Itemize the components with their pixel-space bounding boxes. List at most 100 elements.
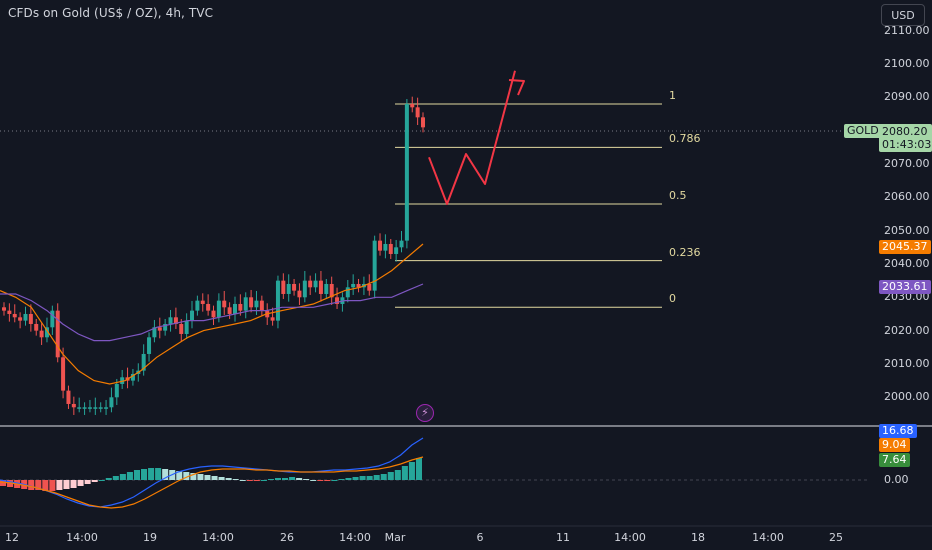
currency-button[interactable]: USD [881,4,925,26]
macd-histogram-bar [232,479,239,480]
macd-line [0,437,424,508]
candle-body [184,320,189,334]
candle-body [243,297,248,311]
histogram-value-tag: 7.64 [879,453,910,467]
macd-histogram-bar [380,474,387,480]
macd-histogram-bar [394,470,401,480]
candle-body [318,280,323,294]
candle-body [44,327,49,338]
time-axis-label: 14:00 [202,531,234,544]
macd-histogram-bar [141,469,148,480]
candle-body [152,327,157,338]
macd-histogram-bar [119,474,126,480]
candle-body [39,330,44,338]
candle-body [286,283,291,294]
candle-body [71,403,76,408]
candle-body [216,300,221,318]
candle-body [222,300,227,308]
macd-histogram-bar [408,462,415,480]
macd-histogram-bar [260,480,267,481]
chart-title: CFDs on Gold (US$ / OZ), 4h, TVC [8,6,214,20]
projection-arrowhead [508,79,525,96]
candle-body [351,283,356,288]
candle-body [28,313,33,324]
candle-body [270,317,275,321]
candle-body [163,323,168,331]
candle-body [249,297,254,308]
ema-fast-tag: 2045.37 [879,240,931,254]
candle-body [77,407,82,409]
time-axis-label: 6 [476,531,484,544]
countdown-value: 01:43:03 [882,138,932,151]
time-axis-label: 12 [5,531,19,544]
macd-histogram-bar [77,480,84,486]
macd-histogram-bar [324,480,331,481]
candle-body [190,310,195,321]
last-price-tag: 2080.20 01:43:03 [879,124,932,152]
candle-body [281,280,286,294]
candle-body [410,103,415,108]
candle-body [254,300,259,308]
time-axis-label: 14:00 [614,531,646,544]
candle-body [297,290,302,298]
price-axis-label: 2050.00 [884,223,930,237]
price-axis-label: 2110.00 [884,23,930,37]
candle-body [206,303,211,311]
fib-level-label: 0 [669,292,676,306]
macd-histogram-bar [28,480,35,490]
ema-slow-tag: 2033.61 [879,280,931,294]
candle-body [200,300,205,304]
macd-zero-label: 0.00 [884,473,909,486]
macd-histogram-bar [359,476,366,480]
price-axis-label: 2060.00 [884,190,930,204]
macd-histogram-bar [63,480,70,489]
macd-histogram-bar [98,480,105,481]
signal-line [0,456,424,509]
last-price-value: 2080.20 [882,125,928,138]
price-axis-label: 2070.00 [884,156,930,170]
projection-path [428,70,516,205]
candle-body [23,313,28,321]
candle-body [61,357,66,391]
time-axis-label: 25 [829,531,843,544]
macd-histogram-bar [267,479,274,480]
candle-body [324,283,329,294]
candle-body [2,307,6,311]
time-axis-label: 18 [691,531,705,544]
candle-body [179,323,184,334]
price-axis-label: 2000.00 [884,390,930,404]
time-axis-label: 19 [143,531,157,544]
candle-body [302,280,307,298]
candle-body [141,353,146,371]
candle-body [367,283,372,291]
macd-histogram-bar [105,478,112,480]
macd-histogram-bar [345,478,352,480]
time-axis-label: 14:00 [339,531,371,544]
candle-body [211,310,216,318]
candle-body [55,310,60,358]
macd-value-tag: 16.68 [879,424,917,438]
macd-histogram-bar [91,480,98,482]
candle-body [109,397,114,408]
macd-histogram-bar [317,480,324,481]
candle-body [227,307,232,314]
macd-histogram-bar [387,472,394,480]
macd-histogram-bar [415,458,422,480]
candle-body [34,323,39,331]
fib-level-label: 0.236 [669,245,701,259]
candle-body [82,407,87,409]
macd-histogram-bar [133,470,140,480]
lightning-bolt-icon[interactable]: ⚡ [416,404,434,422]
candle-body [292,283,297,291]
macd-histogram-bar [0,480,7,486]
time-axis-label: 26 [280,531,294,544]
macd-histogram-bar [70,480,77,488]
macd-histogram-bar [246,480,253,481]
macd-histogram-bar [331,480,338,481]
price-axis-label: 2020.00 [884,323,930,337]
candle-body [87,407,92,409]
candle-body [275,280,280,321]
candle-body [114,383,119,398]
